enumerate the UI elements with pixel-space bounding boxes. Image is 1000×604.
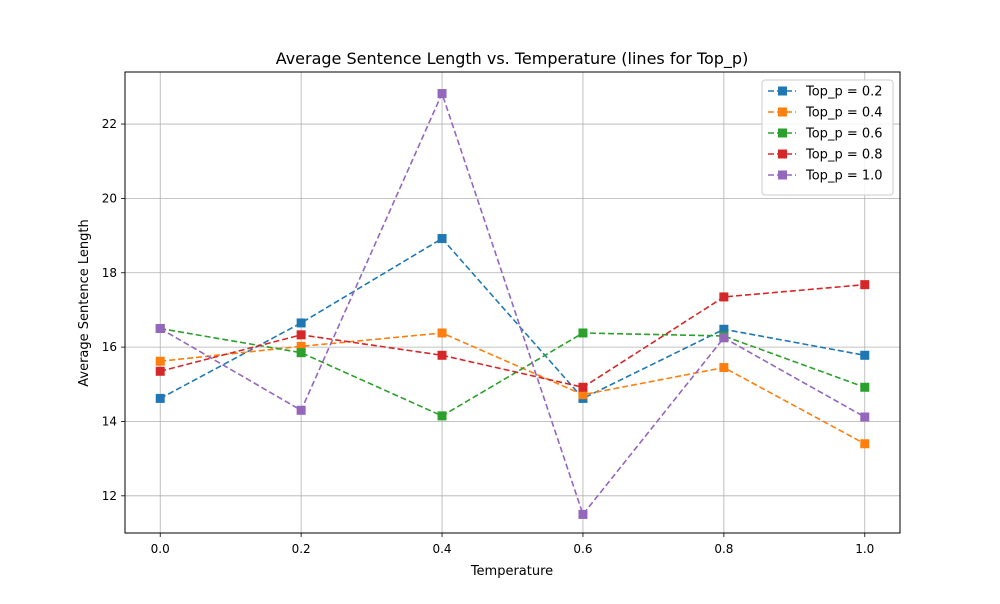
series-line: [160, 283, 865, 389]
data-point-marker: [296, 330, 306, 340]
axis-ticks: 0.0 0.2 0.4 0.6 0.8 1.0 12 14 16 18 20 22: [102, 117, 875, 556]
data-point-marker: [296, 341, 306, 351]
y-tick-label: 12: [102, 489, 117, 503]
data-point-marker: [296, 405, 306, 415]
data-point-marker: [719, 292, 729, 302]
x-tick-label: 0.6: [573, 542, 592, 556]
x-tick-label: 0.4: [432, 542, 451, 556]
data-point-marker: [860, 350, 870, 360]
data-point-marker: [860, 280, 870, 290]
series-5: [155, 89, 870, 519]
legend-marker: [778, 149, 787, 159]
series-line: [159, 91, 866, 517]
legend-entry: Top_p = 0.8: [768, 148, 883, 163]
legend-label: Top_p = 0.6: [805, 127, 883, 142]
legend-marker: [778, 170, 787, 180]
series-1: [155, 234, 870, 403]
series-line: [160, 327, 866, 417]
legend-marker: [778, 128, 787, 138]
legend-entry: Top_p = 1.0: [768, 169, 883, 184]
data-point-marker: [578, 509, 588, 519]
y-tick-label: 18: [102, 266, 117, 280]
legend-entry: Top_p = 0.6: [768, 127, 883, 142]
data-point-marker: [860, 382, 870, 392]
data-point-marker: [437, 350, 447, 360]
data-point-marker: [437, 234, 447, 244]
y-axis-label: Average Sentence Length: [77, 219, 92, 386]
data-point-marker: [860, 439, 870, 449]
x-tick-label: 0.0: [151, 542, 170, 556]
chart-title: Average Sentence Length vs. Temperature …: [276, 49, 749, 69]
y-tick-label: 20: [102, 191, 117, 205]
x-tick-label: 0.8: [714, 542, 733, 556]
series-3: [155, 324, 870, 421]
y-tick-label: 14: [102, 414, 117, 428]
legend-label: Top_p = 0.8: [805, 148, 883, 163]
legend-marker: [778, 107, 787, 117]
legend: Top_p = 0.2 Top_p = 0.4 Top_p = 0.6 Top_p =…: [761, 79, 894, 196]
legend-label: Top_p = 0.4: [805, 106, 883, 121]
data-point-marker: [155, 324, 165, 334]
data-point-marker: [719, 324, 729, 334]
x-tick-label: 1.0: [855, 542, 874, 556]
data-point-marker: [437, 328, 447, 338]
y-tick-label: 22: [102, 117, 117, 131]
plot-area-frame: [124, 71, 901, 534]
data-point-marker: [437, 411, 447, 421]
data-point-marker: [296, 348, 306, 358]
legend-label: Top_p = 1.0: [805, 169, 883, 184]
data-point-marker: [437, 89, 447, 99]
legend-label: Top_p = 0.2: [805, 85, 883, 100]
legend-box: [761, 79, 894, 196]
data-point-marker: [719, 363, 729, 373]
data-point-marker: [296, 318, 306, 328]
data-point-marker: [578, 390, 588, 400]
data-point-marker: [155, 393, 165, 403]
data-point-marker: [155, 366, 165, 376]
x-tick-label: 0.2: [292, 542, 311, 556]
legend-entry: Top_p = 0.4: [768, 106, 883, 121]
data-series: [155, 89, 870, 519]
legend-marker: [778, 86, 787, 96]
data-point-marker: [860, 412, 870, 422]
data-point-marker: [155, 356, 165, 366]
data-point-marker: [719, 333, 729, 343]
data-point-marker: [578, 328, 588, 338]
series-4: [155, 280, 870, 392]
data-point-marker: [578, 382, 588, 392]
x-axis-label: Temperature: [470, 564, 553, 579]
legend-entry: Top_p = 0.2: [768, 85, 883, 100]
y-tick-label: 16: [102, 340, 117, 354]
